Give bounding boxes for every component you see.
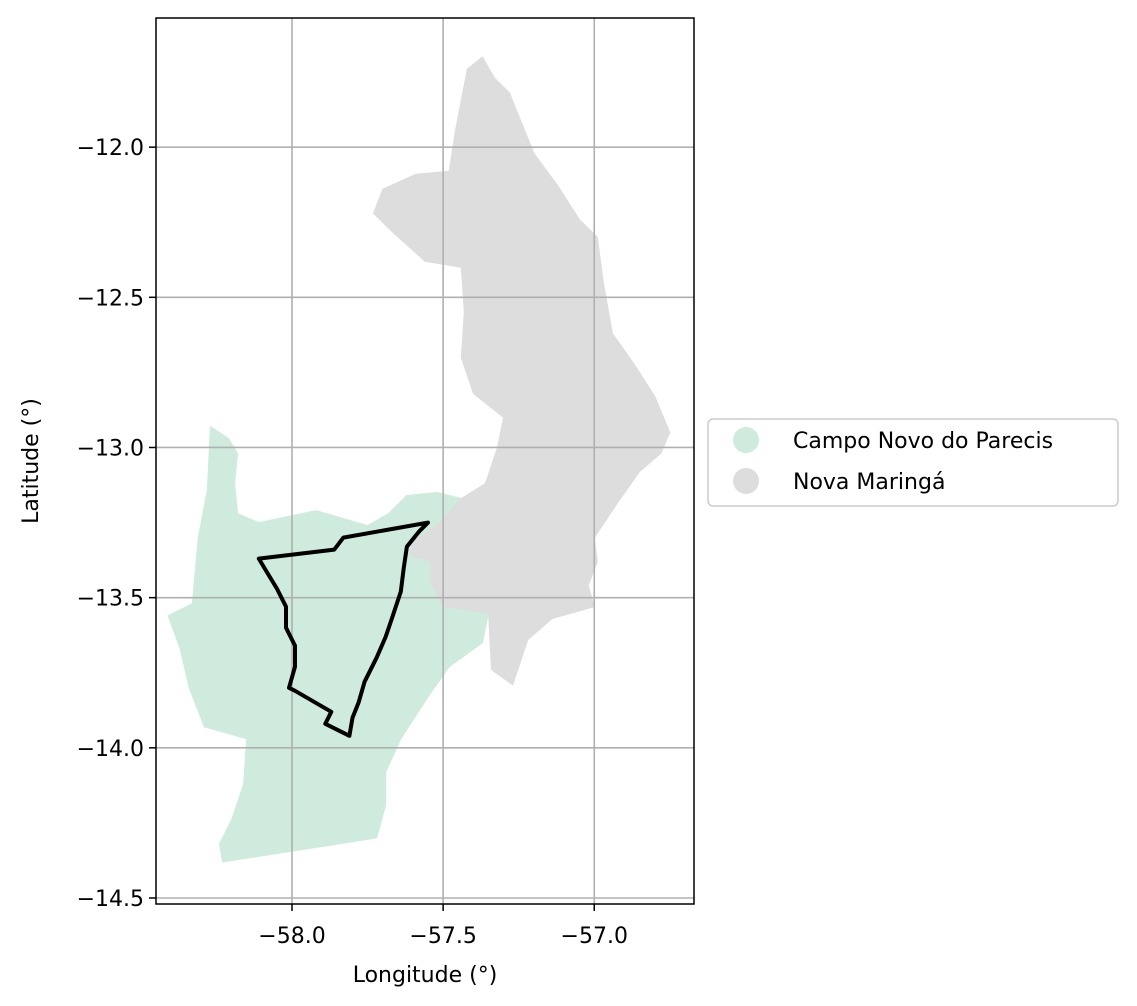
legend: Campo Novo do Parecis Nova Maringá (707, 418, 1119, 507)
y-axis-label: Latitude (°) (19, 398, 44, 524)
y-tick-label: −13.5 (77, 587, 144, 612)
regions-layer (167, 56, 671, 863)
x-axis-ticks: −58.0 −57.5 −57.0 (258, 904, 628, 949)
plot-area (156, 18, 694, 904)
y-tick-label: −12.0 (77, 136, 144, 161)
x-tick-label: −57.5 (409, 924, 476, 949)
y-tick-label: −12.5 (77, 286, 144, 311)
outline-layer (256, 520, 430, 738)
legend-swatch-campo-novo (733, 427, 759, 453)
legend-label-campo-novo: Campo Novo do Parecis (793, 429, 1053, 454)
x-tick-label: −58.0 (258, 924, 325, 949)
legend-frame (707, 418, 1119, 507)
x-axis-label: Longitude (°) (353, 963, 498, 988)
y-tick-label: −14.5 (77, 887, 144, 912)
y-axis-ticks: −12.0 −12.5 −13.0 −13.5 −14.0 −14.5 (77, 136, 156, 912)
grid-layer (156, 18, 694, 904)
y-tick-label: −13.0 (77, 436, 144, 461)
axes-frame (155, 17, 695, 905)
x-tick-label: −57.0 (561, 924, 628, 949)
legend-swatch-nova-maringa (733, 468, 759, 494)
region-campo-novo-do-parecis (167, 425, 490, 863)
y-tick-label: −14.0 (77, 737, 144, 762)
outline-study-area (256, 520, 430, 738)
legend-label-nova-maringa: Nova Maringá (793, 470, 945, 495)
